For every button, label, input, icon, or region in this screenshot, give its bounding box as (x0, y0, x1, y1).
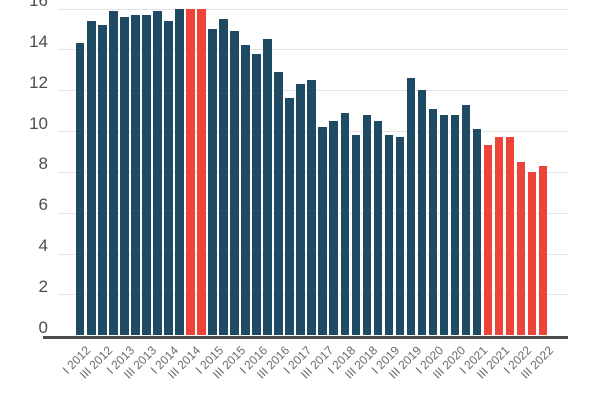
bar-i-2016 (252, 53, 261, 336)
gridline-16 (58, 8, 568, 10)
bar-ii-2021 (483, 145, 492, 336)
y-axis-tick-label-10: 10 (29, 113, 48, 133)
bar-iii-2013 (142, 14, 151, 336)
y-axis-tick-label-2: 2 (38, 276, 48, 296)
bar-i-2018 (340, 112, 349, 336)
bar-ii-2014 (175, 8, 184, 336)
y-axis-tick-label-0: 0 (38, 317, 48, 337)
y-axis-tick-label-8: 8 (38, 154, 48, 174)
bar-i-2021 (472, 129, 481, 336)
gridline-14 (58, 49, 568, 51)
y-axis-tick-label-16: 16 (29, 0, 48, 11)
bar-iii-2019 (406, 78, 415, 336)
bar-iii-2016 (274, 71, 283, 336)
bar-i-2019 (384, 135, 393, 336)
x-axis-line (43, 336, 568, 339)
bar-iv-2021 (505, 137, 514, 336)
bar-iv-2018 (373, 120, 382, 336)
bar-ii-2020 (439, 114, 448, 336)
bar-i-2020 (428, 108, 437, 336)
bar-iv-2017 (329, 120, 338, 336)
bar-iii-2018 (362, 114, 371, 336)
bar-i-2022 (516, 161, 526, 336)
bar-ii-2018 (351, 135, 360, 336)
bar-iii-2022 (538, 165, 548, 336)
bar-i-2013 (120, 16, 129, 336)
bar-ii-2015 (219, 18, 228, 336)
bar-i-2012 (76, 43, 85, 336)
bar-ii-2012 (87, 20, 96, 336)
bar-iii-2015 (230, 31, 239, 336)
bar-ii-2017 (307, 80, 316, 336)
bar-iv-2012 (109, 10, 118, 336)
bar-iii-2020 (450, 114, 459, 336)
bar-ii-2019 (395, 137, 404, 336)
y-axis-tick-label-12: 12 (29, 72, 48, 92)
bar-ii-2013 (131, 14, 140, 336)
bar-iii-2021 (494, 137, 503, 336)
bar-iv-2019 (417, 90, 426, 336)
y-axis-tick-label-6: 6 (38, 195, 48, 215)
bar-iv-2014 (197, 8, 206, 336)
bar-iii-2014 (186, 8, 195, 336)
bar-ii-2022 (527, 171, 537, 336)
bar-iv-2013 (153, 10, 162, 336)
y-axis-tick-label-14: 14 (29, 31, 48, 51)
bar-iv-2016 (285, 98, 294, 336)
bar-iv-2015 (241, 45, 250, 336)
bar-i-2014 (164, 20, 173, 336)
y-axis-tick-label-4: 4 (38, 236, 48, 256)
bar-iv-2020 (461, 104, 470, 336)
bar-i-2015 (208, 29, 217, 336)
bar-iii-2012 (98, 24, 107, 336)
bar-iii-2017 (318, 127, 327, 336)
bar-i-2017 (296, 84, 305, 336)
bar-ii-2016 (263, 39, 272, 336)
